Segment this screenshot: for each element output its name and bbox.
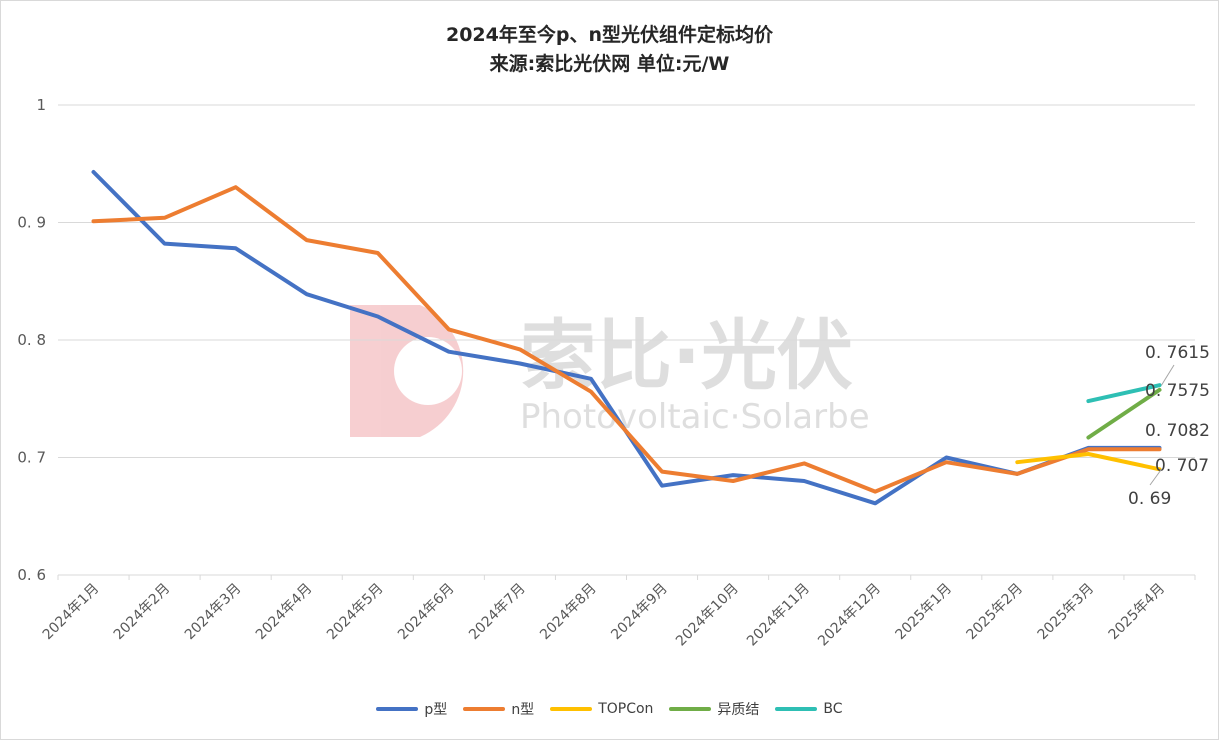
x-tick-label: 2024年8月 <box>537 581 600 644</box>
x-tick-label: 2025年2月 <box>964 581 1027 644</box>
x-tick-label: 2024年6月 <box>395 581 458 644</box>
legend-swatch <box>550 707 593 711</box>
x-tick-label: 2025年3月 <box>1035 581 1098 644</box>
watermark-logo-hole <box>394 337 462 405</box>
legend-item: 异质结 <box>669 699 759 719</box>
y-tick-label: 0. 6 <box>17 566 46 584</box>
x-tick-label: 2025年1月 <box>892 581 955 644</box>
data-label-异质结: 0. 7575 <box>1145 381 1210 401</box>
data-label-n型: 0. 707 <box>1155 456 1209 476</box>
legend-swatch <box>669 707 712 711</box>
leader-line <box>1161 364 1175 386</box>
x-tick-label: 2025年4月 <box>1106 581 1169 644</box>
x-tick-label: 2024年4月 <box>253 581 316 644</box>
x-tick-label: 2024年7月 <box>466 581 529 644</box>
chart-subtitle: 来源:索比光伏网 单位:元/W <box>489 53 730 75</box>
y-tick-label: 0. 9 <box>17 214 46 232</box>
data-label-p型: 0. 7082 <box>1145 421 1210 441</box>
y-tick-label: 1 <box>36 96 46 114</box>
x-tick-label: 2024年9月 <box>608 581 671 644</box>
legend-label: TOPCon <box>598 701 654 717</box>
legend-item: TOPCon <box>550 699 653 719</box>
series-line-BC <box>1086 383 1162 404</box>
x-tick-label: 2024年12月 <box>815 581 884 650</box>
legend-label: BC <box>823 701 843 717</box>
watermark-brand-en: Photovoltaic·Solarbe <box>520 397 870 437</box>
watermark-logo <box>350 305 464 437</box>
data-label-TOPCon: 0. 69 <box>1128 489 1171 509</box>
watermark-brand: 索比·光伏 <box>520 311 853 400</box>
x-tick-label: 2024年1月 <box>40 581 103 644</box>
chart-title: 2024年至今p、n型光伏组件定标均价 <box>445 24 773 46</box>
legend-label: 异质结 <box>717 702 760 718</box>
x-tick-label: 2024年11月 <box>744 581 813 650</box>
x-tick-label: 2024年2月 <box>111 581 174 644</box>
legend-item: p型 <box>376 699 447 719</box>
legend-item: BC <box>775 699 843 719</box>
x-axis-ticks: 2024年1月 2024年2月 2024年3月 2024年4月 2024年5月 2024年… <box>40 575 1196 650</box>
leader-line <box>1149 468 1162 486</box>
x-tick-label: 2024年10月 <box>673 581 742 650</box>
series-line-异质结 <box>1086 387 1162 440</box>
x-tick-label: 2024年3月 <box>182 581 245 644</box>
series-lines <box>91 170 1162 506</box>
series-line-TOPCon <box>1015 452 1162 472</box>
series-line-n型 <box>91 185 1162 494</box>
data-label-BC: 0. 7615 <box>1145 343 1210 363</box>
data-labels: 0. 7615 0. 7575 0. 7082 0. 707 0. 69 <box>1128 343 1210 509</box>
watermark: 索比·光伏 Photovoltaic·Solarbe <box>350 305 870 437</box>
gridlines <box>58 104 1195 576</box>
x-tick-label: 2024年5月 <box>324 581 387 644</box>
legend-swatch <box>376 707 419 711</box>
legend: p型 n型 TOPCon 异质结 BC <box>0 699 1219 719</box>
legend-item: n型 <box>463 699 534 719</box>
legend-swatch <box>463 707 506 711</box>
legend-swatch <box>775 707 818 711</box>
y-axis-ticks: 0. 6 0. 7 0. 8 0. 9 1 <box>17 96 46 584</box>
legend-label: p型 <box>424 702 448 718</box>
legend-label: n型 <box>511 702 535 718</box>
y-tick-label: 0. 7 <box>17 449 46 467</box>
y-tick-label: 0. 8 <box>17 331 46 349</box>
